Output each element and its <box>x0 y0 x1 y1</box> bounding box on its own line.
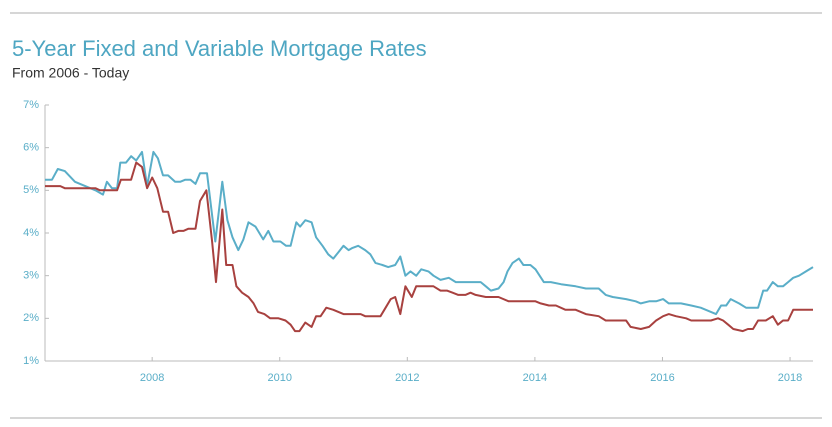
y-tick-label: 7% <box>23 99 39 111</box>
x-tick-label: 2008 <box>140 372 164 384</box>
y-tick-label: 3% <box>23 270 39 282</box>
series-line <box>45 150 814 316</box>
x-tick-label: 2010 <box>267 372 291 384</box>
y-tick-label: 6% <box>23 142 39 154</box>
y-tick-label: 5% <box>23 184 39 196</box>
x-tick-label: 2012 <box>395 372 419 384</box>
chart-subtitle: From 2006 - Today <box>12 65 129 81</box>
y-tick-label: 4% <box>23 227 39 239</box>
x-tick-label: 2014 <box>523 372 547 384</box>
y-tick-label: 2% <box>23 312 39 324</box>
chart-title: 5-Year Fixed and Variable Mortgage Rates <box>12 36 427 61</box>
y-tick-label: 1% <box>23 355 39 367</box>
x-tick-label: 2018 <box>778 372 802 384</box>
x-tick-label: 2016 <box>650 372 674 384</box>
series-line <box>45 161 813 333</box>
